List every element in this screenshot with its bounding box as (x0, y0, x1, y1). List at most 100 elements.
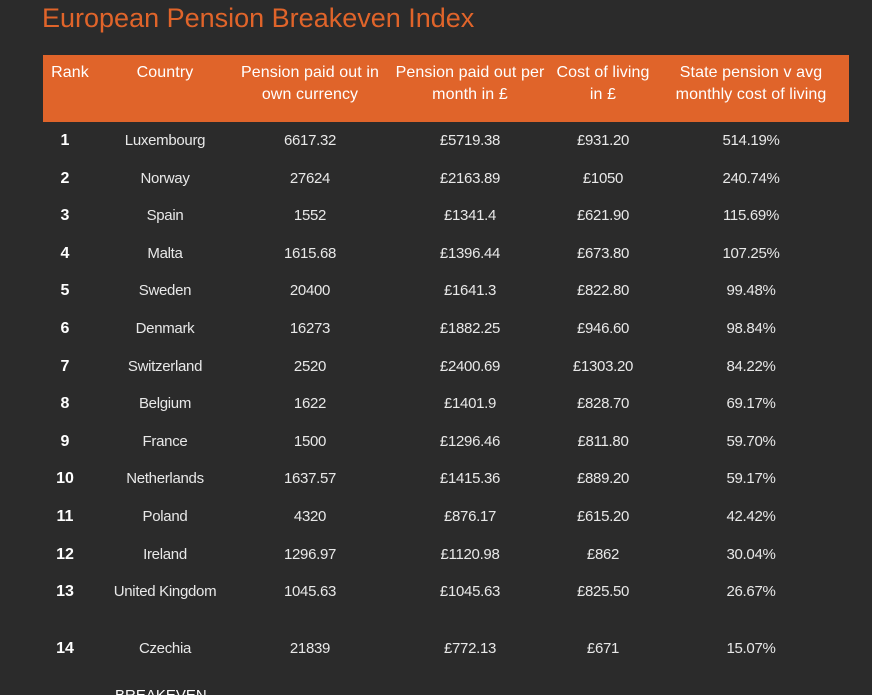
own-currency-cell: 1637.57 (283, 470, 337, 488)
ratio-cell: 84.22% (726, 357, 776, 375)
table-row: 7 Switzerland 2520 £2400.69 £1303.20 84.… (43, 348, 849, 386)
ratio-cell: 15.07% (726, 640, 776, 658)
table-row: 13 United Kingdom 1045.63 £1045.63 £825.… (43, 573, 849, 630)
header-gbp-month: Pension paid out per month in £ (387, 55, 553, 122)
country-cell: Malta (147, 244, 183, 262)
cost-of-living-cell: £946.60 (576, 319, 630, 337)
ratio-cell: 107.25% (722, 244, 780, 262)
ratio-cell: 99.48% (726, 282, 776, 300)
page-title: European Pension Breakeven Index (42, 3, 475, 33)
country-cell: Ireland (143, 545, 187, 563)
gbp-month-cell: £1882.25 (439, 319, 501, 337)
ratio-cell: 514.19% (722, 132, 780, 149)
cost-of-living-cell: £811.80 (577, 432, 629, 450)
rank-cell: 1 (60, 132, 70, 149)
own-currency-cell: 4320 (293, 507, 327, 525)
table-row: 12 Ireland 1296.97 £1120.98 £862 30.04% (43, 536, 849, 574)
rank-cell: 13 (56, 583, 74, 601)
rank-cell: 2 (60, 169, 70, 187)
country-cell: Norway (140, 169, 190, 187)
own-currency-cell: 1622 (293, 395, 327, 413)
country-cell: United Kingdom (113, 583, 217, 601)
ratio-cell: 98.84% (726, 319, 776, 337)
rank-cell: 7 (60, 357, 70, 375)
table-header: Rank Country Pension paid out in own cur… (43, 55, 849, 122)
country-cell: Denmark (135, 319, 195, 337)
own-currency-cell: 21839 (289, 640, 331, 658)
table-row: 3 Spain 1552 £1341.4 £621.90 115.69% (43, 197, 849, 235)
own-currency-cell: 2520 (293, 357, 327, 375)
own-currency-cell: 6617.32 (283, 132, 337, 149)
cost-of-living-cell: £931.20 (576, 132, 630, 149)
rank-cell: 6 (60, 319, 70, 337)
cost-of-living-cell: £822.80 (576, 282, 630, 300)
own-currency-cell: 20400 (289, 282, 331, 300)
own-currency-cell: 27624 (289, 169, 331, 187)
own-currency-cell: 1296.97 (283, 545, 337, 563)
ratio-cell: 42.42% (726, 507, 776, 525)
table-row: 2 Norway 27624 £2163.89 £1050 240.74% (43, 160, 849, 198)
gbp-month-cell: £1341.4 (443, 207, 497, 225)
cost-of-living-cell: £1050 (582, 169, 624, 187)
rank-cell: 10 (56, 470, 74, 488)
table-body: 1 Luxembourg 6617.32 £5719.38 £931.20 51… (43, 122, 849, 668)
country-cell: Luxembourg (124, 132, 206, 149)
table-row: 9 France 1500 £1296.46 £811.80 59.70% (43, 423, 849, 461)
gbp-month-cell: £1641.3 (443, 282, 497, 300)
header-ratio: State pension v avg monthly cost of livi… (653, 55, 849, 122)
gbp-month-cell: £2400.69 (439, 357, 501, 375)
ratio-cell: 59.17% (726, 470, 776, 488)
header-rank: Rank (43, 55, 97, 122)
gbp-month-cell: £5719.38 (439, 132, 501, 149)
rank-cell: 4 (60, 244, 70, 262)
rank-cell: 5 (60, 282, 70, 300)
header-cost-of-living: Cost of living in £ (553, 55, 653, 122)
cutoff-text: BREAKEVEN (115, 687, 207, 695)
table-row: 4 Malta 1615.68 £1396.44 £673.80 107.25% (43, 235, 849, 273)
rank-cell: 9 (60, 432, 70, 450)
gbp-month-cell: £1401.9 (443, 395, 497, 413)
table-row: 1 Luxembourg 6617.32 £5719.38 £931.20 51… (43, 122, 849, 160)
own-currency-cell: 1500 (293, 432, 327, 450)
gbp-month-cell: £2163.89 (439, 169, 501, 187)
own-currency-cell: 1045.63 (283, 583, 337, 601)
cost-of-living-cell: £621.90 (576, 207, 630, 225)
cost-of-living-cell: £862 (586, 545, 620, 563)
gbp-month-cell: £1120.98 (440, 545, 500, 563)
country-cell: Netherlands (126, 470, 204, 488)
header-own-currency: Pension paid out in own currency (233, 55, 387, 122)
rank-cell: 8 (60, 395, 70, 413)
table-row: 8 Belgium 1622 £1401.9 £828.70 69.17% (43, 385, 849, 423)
gbp-month-cell: £1045.63 (439, 583, 501, 601)
own-currency-cell: 16273 (289, 319, 331, 337)
gbp-month-cell: £1296.46 (439, 432, 501, 450)
cost-of-living-cell: £825.50 (576, 583, 630, 601)
table-row: 11 Poland 4320 £876.17 £615.20 42.42% (43, 498, 849, 536)
ratio-cell: 30.04% (726, 545, 776, 563)
gbp-month-cell: £1396.44 (439, 244, 501, 262)
table-row: 14 Czechia 21839 £772.13 £671 15.07% (43, 630, 849, 668)
ratio-cell: 240.74% (722, 169, 780, 187)
cost-of-living-cell: £1303.20 (572, 357, 634, 375)
ratio-cell: 69.17% (726, 395, 776, 413)
own-currency-cell: 1615.68 (283, 244, 337, 262)
country-cell: Belgium (138, 395, 192, 413)
own-currency-cell: 1552 (293, 207, 327, 225)
rank-cell: 12 (56, 545, 74, 563)
cost-of-living-cell: £671 (586, 640, 620, 658)
header-row: Rank Country Pension paid out in own cur… (43, 55, 849, 122)
ratio-cell: 26.67% (726, 583, 776, 601)
ratio-cell: 59.70% (726, 432, 776, 450)
cost-of-living-cell: £889.20 (576, 470, 630, 488)
cost-of-living-cell: £673.80 (576, 244, 630, 262)
table-row: 10 Netherlands 1637.57 £1415.36 £889.20 … (43, 460, 849, 498)
rank-cell: 11 (56, 507, 74, 525)
gbp-month-cell: £772.13 (443, 640, 497, 658)
pension-table: Rank Country Pension paid out in own cur… (43, 55, 849, 668)
rank-cell: 3 (60, 207, 70, 225)
country-cell: Spain (146, 207, 184, 225)
ratio-cell: 115.69% (722, 207, 779, 225)
country-cell: Poland (142, 507, 188, 525)
country-cell: Switzerland (127, 357, 203, 375)
